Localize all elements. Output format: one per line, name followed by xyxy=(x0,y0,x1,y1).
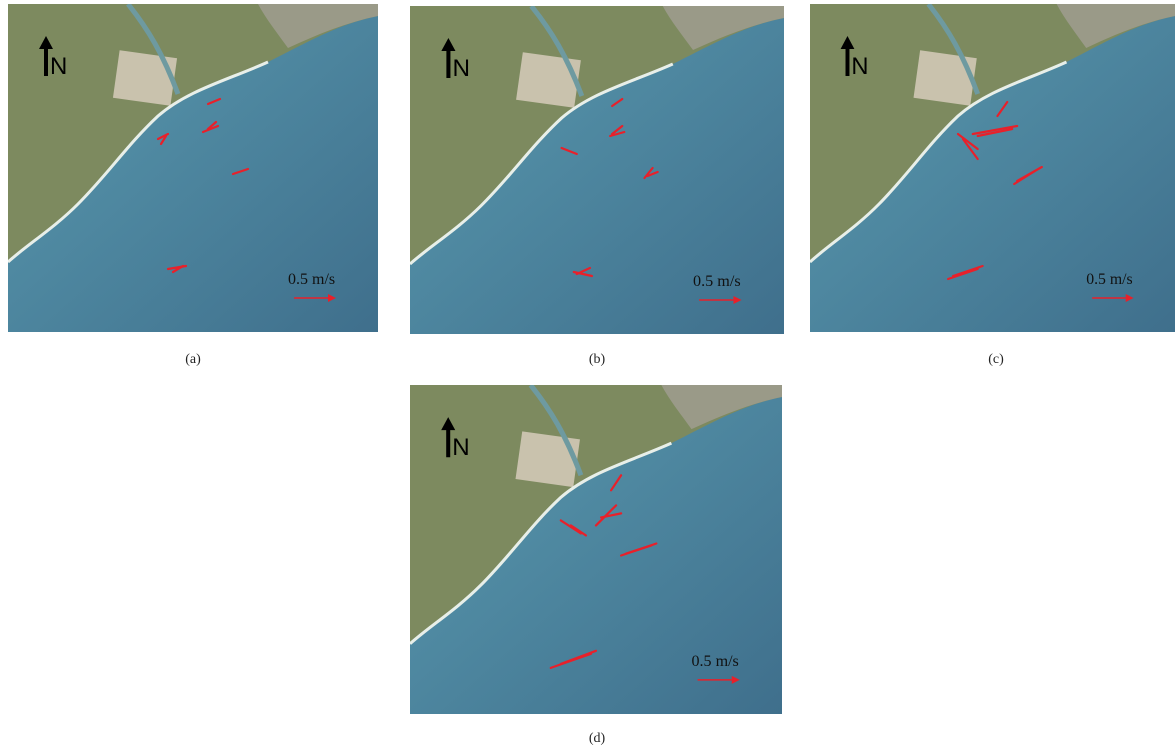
north-label: N xyxy=(452,55,470,82)
port xyxy=(914,50,977,106)
north-label: N xyxy=(851,53,868,80)
scale-label: 0.5 m/s xyxy=(1086,271,1132,288)
scale-label: 0.5 m/s xyxy=(288,271,335,288)
port xyxy=(113,50,177,106)
panel-caption: (b) xyxy=(589,352,605,368)
panel-caption: (c) xyxy=(988,352,1004,368)
map-panel: N 0.5 m/s xyxy=(410,385,782,714)
port xyxy=(516,52,581,108)
north-label: N xyxy=(452,434,469,461)
panel-caption: (d) xyxy=(589,731,605,747)
scale-label: 0.5 m/s xyxy=(692,653,739,670)
north-label: N xyxy=(50,53,67,80)
figure: N 0.5 m/s (a) N 0.5 m/s (b) N 0.5 m/s (c) N 0.5 m/… xyxy=(0,0,1175,752)
map-panel: N 0.5 m/s xyxy=(8,4,378,332)
port xyxy=(516,431,580,487)
map-panel: N 0.5 m/s xyxy=(810,4,1175,332)
map-panel: N 0.5 m/s xyxy=(410,6,784,334)
panel-caption: (a) xyxy=(185,352,201,368)
scale-label: 0.5 m/s xyxy=(693,273,741,290)
